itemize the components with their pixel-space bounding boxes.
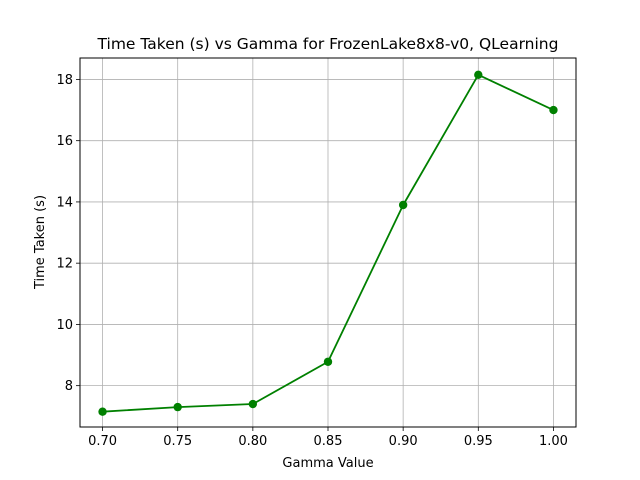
x-tick-label: 0.80 [238, 434, 267, 449]
data-point [98, 407, 107, 416]
chart-title: Time Taken (s) vs Gamma for FrozenLake8x… [97, 35, 559, 53]
y-tick-label: 12 [56, 257, 73, 272]
x-axis-ticks: 0.70 0.75 0.80 0.85 0.90 0.95 1.00 [88, 427, 568, 449]
x-tick-label: 0.70 [88, 434, 117, 449]
y-axis-ticks: 8 10 12 14 16 18 [56, 73, 80, 394]
data-point [323, 357, 333, 366]
x-axis-label: Gamma Value [282, 456, 373, 471]
data-point [248, 399, 258, 409]
data-point [398, 200, 408, 210]
x-tick-label: 0.90 [389, 434, 418, 449]
y-tick-label: 16 [56, 134, 73, 149]
series-layer [98, 70, 558, 416]
data-point [549, 105, 558, 115]
x-tick-label: 0.75 [163, 434, 192, 449]
data-point [173, 402, 182, 412]
y-tick-label: 10 [56, 318, 73, 333]
y-tick-label: 8 [65, 379, 73, 394]
x-tick-label: 1.00 [539, 434, 568, 449]
y-tick-label: 18 [56, 73, 73, 88]
y-axis-label: Time Taken (s) [33, 195, 48, 290]
data-point [474, 70, 483, 80]
grid [80, 58, 576, 427]
y-tick-label: 14 [56, 195, 73, 210]
x-tick-label: 0.95 [464, 434, 493, 449]
x-tick-label: 0.85 [314, 434, 343, 449]
